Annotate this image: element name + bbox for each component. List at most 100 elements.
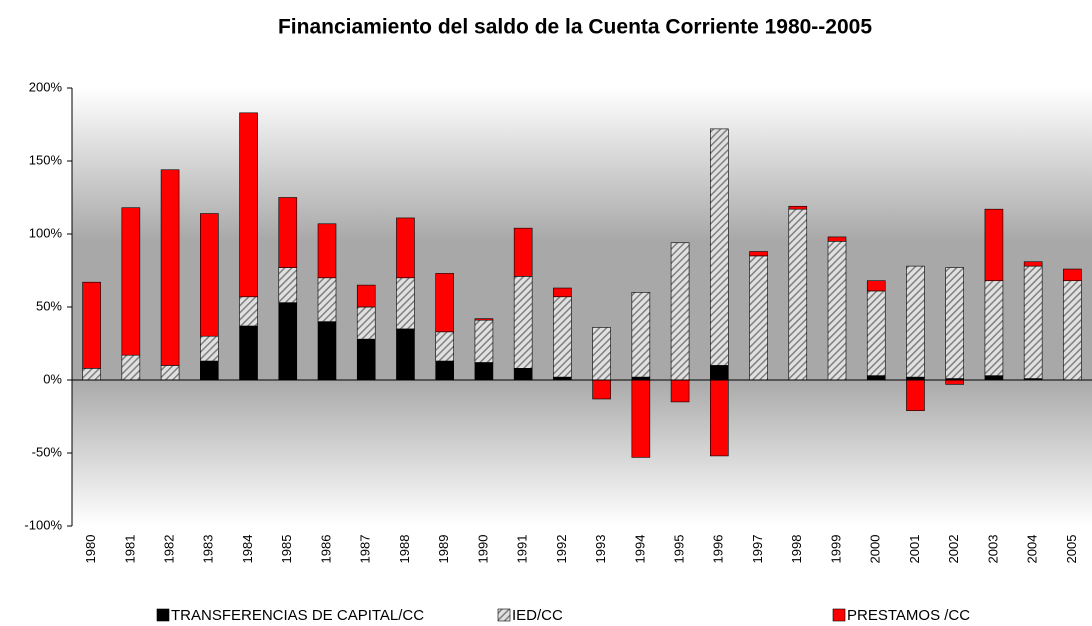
bar-segment [82, 281, 101, 369]
x-tick-label: 1982 [162, 535, 177, 564]
bar-segment [827, 236, 847, 242]
bar-segment [435, 273, 454, 333]
bar-segment [1023, 261, 1043, 267]
legend-label: PRESTAMOS /CC [847, 607, 970, 624]
bar-segment [553, 296, 572, 378]
bar-segment [121, 207, 141, 356]
bar-segment [474, 362, 494, 381]
x-tick-label: 1989 [436, 535, 451, 564]
bar-segment [1063, 268, 1082, 282]
x-tick-label: 1990 [475, 535, 490, 564]
x-tick-label: 1988 [397, 535, 412, 564]
bar-segment [1023, 265, 1043, 379]
bar-segment [356, 338, 376, 381]
bar-segment [710, 128, 729, 366]
bar-segment [592, 379, 611, 400]
bar-segment [317, 321, 337, 381]
x-tick-label: 1992 [554, 535, 569, 564]
bar-segment [984, 208, 1004, 282]
bar-segment [200, 335, 219, 362]
x-tick-label: 1980 [83, 535, 98, 564]
bar-segment [82, 368, 101, 381]
bar-segment [670, 242, 690, 381]
bar-segment [866, 375, 886, 381]
plot-background [72, 88, 1092, 526]
x-tick-label: 1998 [789, 535, 804, 564]
x-tick-label: 2005 [1064, 535, 1079, 564]
bar-segment [160, 169, 180, 366]
x-tick-label: 1981 [122, 535, 137, 564]
bar-segment [239, 112, 258, 298]
legend-swatch [497, 608, 511, 622]
bar-segment [278, 267, 298, 303]
bar-segment [749, 251, 768, 257]
x-tick-label: 1983 [201, 535, 216, 564]
bar-segment [200, 213, 219, 337]
bar-segment [278, 197, 298, 268]
x-tick-label: 2001 [907, 535, 922, 564]
bar-segment [200, 360, 219, 381]
bar-segment [121, 354, 141, 381]
x-tick-label: 1993 [593, 535, 608, 564]
bar-segment [474, 318, 494, 321]
x-tick-label: 2000 [868, 535, 883, 564]
bar-segment [945, 267, 964, 379]
plot: -100% -50% 0% 50% 100% 150% 200% 1980 1981 1982 19… [24, 79, 1092, 624]
x-tick-label: 1985 [279, 535, 294, 564]
x-tick-label: 1991 [515, 535, 530, 564]
x-tick-label: 1986 [318, 535, 333, 564]
x-tick-label: 1997 [750, 535, 765, 564]
x-tick-label: 1999 [828, 535, 843, 564]
y-tick-label: 150% [29, 152, 63, 167]
chart-title: Financiamiento del saldo de la Cuenta Co… [278, 16, 872, 39]
x-tick-label: 1995 [672, 535, 687, 564]
bar-segment [592, 327, 611, 381]
y-tick-label: 100% [29, 225, 63, 240]
x-tick-label: 2002 [946, 535, 961, 564]
bar-segment [356, 284, 376, 308]
bar-segment [317, 223, 337, 279]
bar-segment [710, 379, 729, 457]
bar-segment [1063, 280, 1082, 381]
x-tick-label: 2003 [985, 535, 1000, 564]
bar-segment [945, 379, 964, 385]
bar-segment [513, 368, 533, 381]
bar-segment [239, 325, 258, 381]
bar-segment [317, 277, 337, 322]
x-tick-label: 1996 [711, 535, 726, 564]
legend-label: IED/CC [512, 607, 563, 624]
bar-segment [788, 205, 808, 210]
y-tick-label: 200% [29, 79, 63, 94]
legend-swatch [156, 608, 170, 622]
bar-segment [827, 241, 847, 381]
bar-segment [866, 280, 886, 292]
x-tick-label: 2004 [1025, 535, 1040, 564]
bar-segment [396, 217, 415, 279]
y-tick-label: 50% [36, 298, 62, 313]
bar-segment [984, 280, 1004, 376]
bar-segment [710, 365, 729, 381]
bar-segment [866, 290, 886, 376]
bar-segment [513, 276, 533, 369]
y-tick-label: -100% [24, 517, 62, 532]
bar-segment [160, 365, 180, 381]
bar-segment [474, 319, 494, 363]
x-tick-label: 1984 [240, 535, 255, 564]
bar-segment [631, 292, 651, 378]
bar-segment [670, 379, 690, 403]
y-tick-label: -50% [32, 444, 63, 459]
legend-label: TRANSFERENCIAS DE CAPITAL/CC [171, 607, 424, 624]
bar-segment [906, 265, 925, 378]
bar-segment [396, 277, 415, 330]
bar-segment [788, 208, 808, 381]
bar-segment [984, 375, 1004, 381]
y-tick-label: 0% [43, 371, 62, 386]
x-tick-label: 1994 [632, 535, 647, 564]
bar-segment [435, 360, 454, 381]
bar-segment [356, 306, 376, 340]
x-tick-label: 1987 [358, 535, 373, 564]
bar-segment [553, 287, 572, 298]
bar-segment [435, 331, 454, 362]
bar-segment [631, 379, 651, 458]
